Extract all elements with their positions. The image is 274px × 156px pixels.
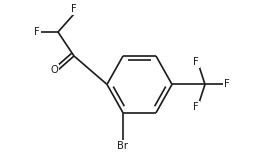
Text: F: F — [71, 4, 77, 14]
Text: F: F — [34, 27, 40, 37]
Text: F: F — [193, 57, 199, 67]
Text: F: F — [224, 79, 230, 89]
Text: F: F — [193, 102, 199, 112]
Text: Br: Br — [118, 141, 129, 151]
Text: O: O — [50, 65, 58, 75]
